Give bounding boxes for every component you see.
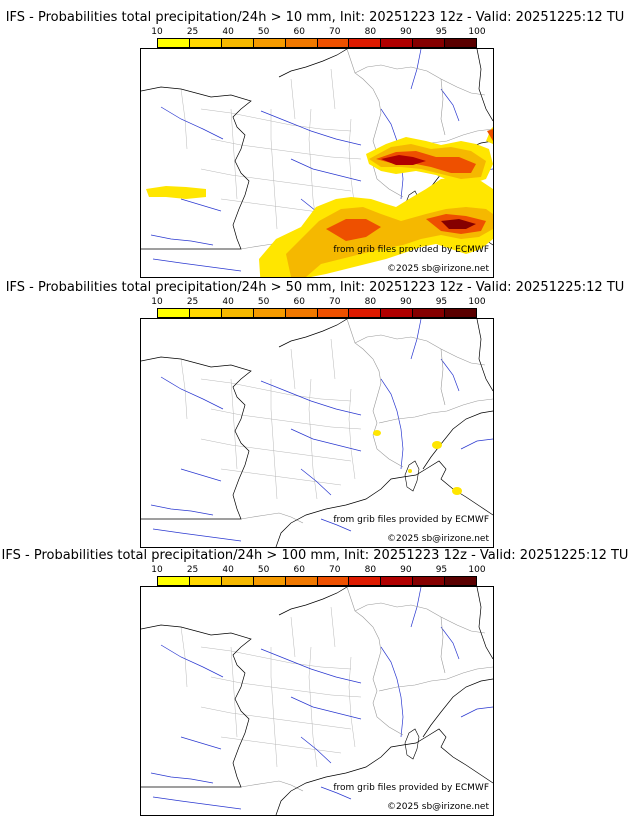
forecast-panel-100mm: IFS - Probabilities total precipitation/… xyxy=(0,548,630,818)
legend-color-swatch xyxy=(158,577,190,585)
copyright-notice: ©2025 sb@irizone.net xyxy=(387,534,489,544)
copyright-notice: ©2025 sb@irizone.net xyxy=(387,802,489,812)
legend-color-swatch xyxy=(285,577,318,585)
legend-color-swatch xyxy=(413,39,446,47)
copyright-notice: ©2025 sb@irizone.net xyxy=(387,264,489,274)
legend-tick-label: 60 xyxy=(293,297,305,307)
legend-color-swatch xyxy=(221,577,254,585)
precipitation-map: from grib files provided by ECMWF ©2025 … xyxy=(140,586,494,816)
legend-tick-label: 95 xyxy=(435,27,448,37)
legend-color-swatch xyxy=(445,577,477,585)
legend-color-swatch xyxy=(221,309,254,317)
forecast-panel-10mm: IFS - Probabilities total precipitation/… xyxy=(0,10,630,280)
legend-tick-label: 100 xyxy=(468,27,486,37)
legend-tick-label: 25 xyxy=(186,565,199,575)
legend-color-swatch xyxy=(349,39,382,47)
legend-color-swatch xyxy=(158,309,190,317)
rivers xyxy=(150,587,493,810)
legend-tick-label: 100 xyxy=(468,297,486,307)
legend-color-swatch xyxy=(189,577,222,585)
legend-color-swatch xyxy=(381,309,414,317)
precipitation-map: from grib files provided by ECMWF ©2025 … xyxy=(140,318,494,548)
legend-tick-label: 40 xyxy=(222,565,234,575)
legend-color-swatch xyxy=(221,39,254,47)
legend-tick-label: 70 xyxy=(329,565,341,575)
legend-tick-label: 90 xyxy=(400,297,412,307)
precip-spot xyxy=(408,469,412,473)
legend-tick-label: 100 xyxy=(468,565,486,575)
legend-color-swatch xyxy=(349,577,382,585)
panel-title: IFS - Probabilities total precipitation/… xyxy=(5,10,625,25)
legend-tick-label: 80 xyxy=(364,297,377,307)
precip-spot xyxy=(432,441,442,449)
coastline xyxy=(141,319,493,547)
legend-tick-label: 95 xyxy=(435,297,448,307)
legend-color-swatch xyxy=(413,309,446,317)
data-source-credit: from grib files provided by ECMWF xyxy=(333,245,489,255)
legend-color-swatch xyxy=(381,577,414,585)
legend-color-swatch xyxy=(349,309,382,317)
legend-color-swatch xyxy=(445,309,477,317)
legend-color-swatch xyxy=(253,39,286,47)
department-boundaries xyxy=(180,68,362,230)
legend-tick-label: 50 xyxy=(257,297,270,307)
legend-tick-label: 25 xyxy=(186,297,199,307)
legend-tick-label: 25 xyxy=(186,27,199,37)
department-boundaries xyxy=(180,606,362,768)
data-source-credit: from grib files provided by ECMWF xyxy=(333,515,489,525)
legend-tick-label: 90 xyxy=(400,27,412,37)
legend-tick-label: 90 xyxy=(400,565,412,575)
precipitation-map: from grib files provided by ECMWF ©2025 … xyxy=(140,48,494,278)
legend-color-swatch xyxy=(317,309,350,317)
precip-area-pyrenees xyxy=(146,186,206,199)
coastline xyxy=(141,587,493,815)
forecast-panel-50mm: IFS - Probabilities total precipitation/… xyxy=(0,280,630,550)
legend-tick-label: 80 xyxy=(364,27,377,37)
rivers xyxy=(150,319,493,542)
legend-color-swatch xyxy=(189,309,222,317)
probability-legend: 10 25 40 50 60 70 80 90 95 100 xyxy=(151,565,486,589)
legend-tick-label: 70 xyxy=(329,297,341,307)
legend-tick-label: 60 xyxy=(293,565,305,575)
legend-color-swatch xyxy=(253,309,286,317)
legend-tick-label: 10 xyxy=(151,565,163,575)
legend-tick-label: 50 xyxy=(257,27,270,37)
legend-color-swatch xyxy=(381,39,414,47)
probability-legend: 10 25 40 50 60 70 80 90 95 100 xyxy=(151,27,486,51)
precip-spot xyxy=(373,430,381,436)
legend-tick-label: 10 xyxy=(151,27,163,37)
legend-tick-label: 70 xyxy=(329,27,341,37)
corsica-outline xyxy=(404,460,420,492)
panel-title: IFS - Probabilities total precipitation/… xyxy=(5,280,625,295)
legend-color-swatch xyxy=(285,39,318,47)
precip-spot xyxy=(452,487,462,495)
legend-tick-label: 95 xyxy=(435,565,448,575)
panel-title: IFS - Probabilities total precipitation/… xyxy=(1,548,629,563)
data-source-credit: from grib files provided by ECMWF xyxy=(333,783,489,793)
country-borders xyxy=(240,319,493,524)
legend-tick-label: 50 xyxy=(257,565,270,575)
legend-color-swatch xyxy=(285,309,318,317)
legend-tick-label: 80 xyxy=(364,565,377,575)
corsica-outline xyxy=(404,728,420,760)
probability-legend: 10 25 40 50 60 70 80 90 95 100 xyxy=(151,297,486,321)
legend-color-swatch xyxy=(317,577,350,585)
legend-color-swatch xyxy=(253,577,286,585)
legend-tick-label: 10 xyxy=(151,297,163,307)
legend-color-swatch xyxy=(413,577,446,585)
department-boundaries xyxy=(180,338,362,500)
legend-color-swatch xyxy=(445,39,477,47)
legend-tick-label: 40 xyxy=(222,27,234,37)
country-borders xyxy=(240,587,493,792)
legend-color-swatch xyxy=(317,39,350,47)
legend-tick-label: 40 xyxy=(222,297,234,307)
legend-color-swatch xyxy=(189,39,222,47)
legend-color-swatch xyxy=(158,39,190,47)
legend-tick-label: 60 xyxy=(293,27,305,37)
